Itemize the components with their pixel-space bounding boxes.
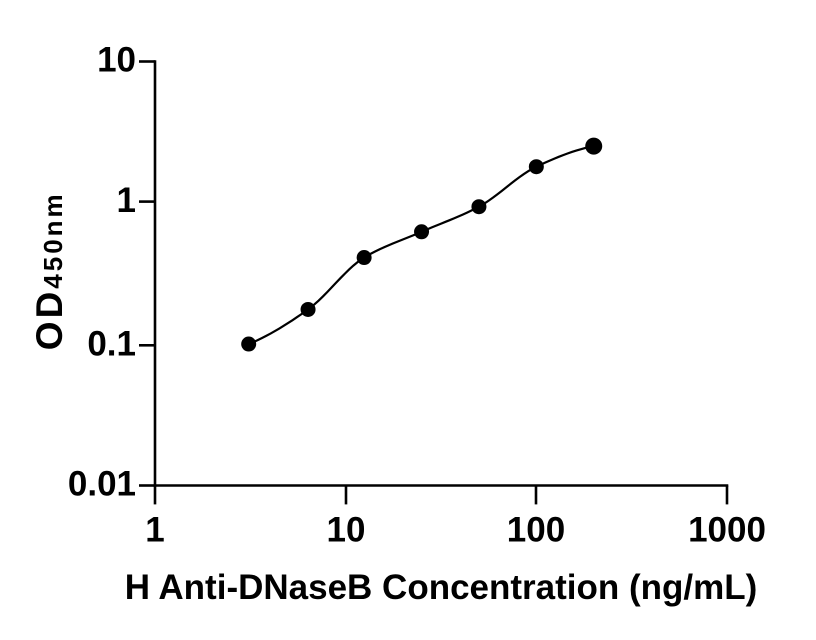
svg-text:H Anti-DNaseB Concentration (n: H Anti-DNaseB Concentration (ng/mL): [125, 568, 758, 607]
svg-text:0.01: 0.01: [68, 465, 136, 504]
svg-text:10: 10: [97, 41, 136, 80]
svg-text:1: 1: [117, 181, 136, 220]
svg-text:1: 1: [145, 511, 164, 550]
svg-text:100: 100: [507, 511, 565, 550]
svg-text:1000: 1000: [688, 511, 766, 550]
svg-text:0.1: 0.1: [87, 325, 136, 364]
svg-text:10: 10: [327, 511, 366, 550]
